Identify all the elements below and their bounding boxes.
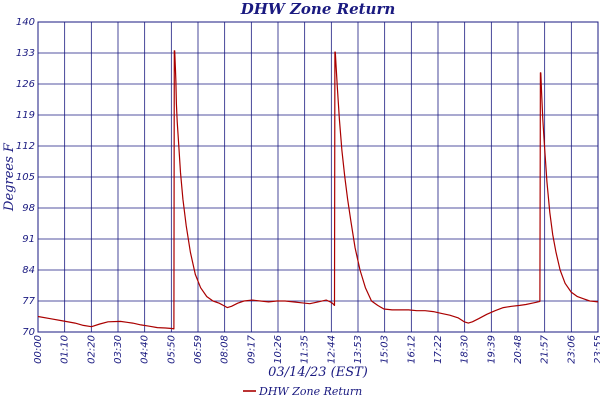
- y-tick-label: 133: [16, 48, 35, 59]
- x-tick-label: 01:10: [60, 335, 71, 364]
- x-tick-label: 09:17: [246, 334, 257, 363]
- y-axis-ticks: 70 77 84 91 98 105 112 119 126 133 140: [16, 17, 36, 338]
- x-tick-label: 11:35: [300, 335, 311, 364]
- x-tick-label: 06:59: [193, 335, 204, 364]
- y-tick-label: 105: [16, 172, 35, 183]
- x-tick-label: 00:00: [33, 335, 44, 364]
- plot-grid: [37, 21, 599, 333]
- legend: DHW Zone Return: [243, 385, 362, 398]
- y-tick-label: 98: [22, 203, 35, 214]
- x-tick-label: 15:03: [380, 335, 391, 364]
- x-tick-label: 17:22: [433, 335, 444, 364]
- x-tick-label: 08:08: [220, 335, 231, 364]
- chart-title: DHW Zone Return: [240, 0, 396, 18]
- x-axis-ticks: 00:00 01:10 02:20 03:30 04:40 05:50 06:59 08:08…: [33, 334, 600, 363]
- x-tick-label: 18:30: [460, 335, 471, 364]
- x-tick-label: 16:12: [406, 335, 417, 364]
- y-tick-label: 84: [22, 265, 35, 276]
- x-tick-label: 21:57: [540, 334, 551, 363]
- x-tick-label: 10:26: [273, 335, 284, 364]
- legend-label: DHW Zone Return: [258, 385, 362, 398]
- y-tick-label: 70: [22, 327, 35, 338]
- x-tick-label: 19:39: [486, 335, 497, 364]
- plot-border: [37, 21, 599, 333]
- y-tick-label: 126: [16, 79, 35, 90]
- series-lines: [37, 50, 599, 330]
- x-tick-label: 03:30: [113, 335, 124, 364]
- x-tick-label: 13:53: [353, 335, 364, 364]
- x-tick-label: 23:06: [566, 335, 577, 364]
- x-tick-label: 04:40: [140, 335, 151, 364]
- y-tick-label: 112: [16, 141, 35, 152]
- x-tick-label: 12:44: [326, 335, 337, 364]
- x-tick-label: 23:55: [593, 335, 600, 364]
- x-tick-label: 20:48: [513, 335, 524, 364]
- x-tick-label: 02:20: [86, 335, 97, 364]
- y-tick-label: 119: [16, 110, 35, 121]
- x-axis-title: 03/14/23 (EST): [268, 365, 368, 380]
- series-line-dhw-zone-return: [37, 50, 599, 330]
- y-tick-label: 77: [22, 296, 35, 307]
- y-tick-label: 140: [16, 17, 35, 28]
- y-axis-title: Degrees F: [2, 142, 17, 212]
- y-tick-label: 91: [22, 234, 35, 245]
- x-tick-label: 05:50: [166, 335, 177, 364]
